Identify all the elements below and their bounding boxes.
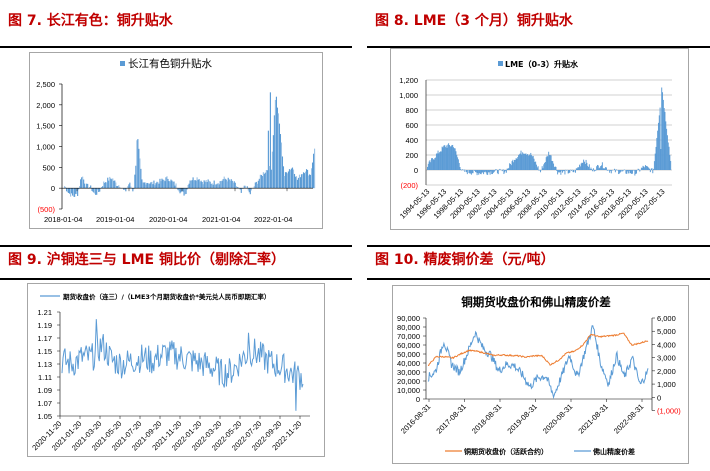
x-tick-label: 2017-08-31 [434, 402, 467, 435]
y-tick-label: 1.07 [37, 399, 52, 408]
y-tick-label: 1,200 [399, 76, 418, 85]
figure-8-title: 图 8. LME（3 个月）铜升贴水 [375, 13, 573, 29]
y-tick-label: 400 [405, 136, 418, 145]
figure-10-top-rule [367, 245, 710, 247]
y-tick-label: 1.19 [37, 321, 52, 330]
y-tick-label: 1.11 [38, 373, 52, 382]
figure-10-rule [367, 278, 710, 280]
y2-tick-label: (1,000) [657, 407, 681, 416]
y-tick-label: 0 [51, 184, 55, 193]
legend-label: 长江有色铜升贴水 [128, 57, 212, 70]
y-tick-label: (200) [400, 181, 418, 190]
y2-tick-label: 4,000 [657, 340, 676, 349]
x-tick-label: 2020-08-31 [541, 402, 574, 435]
legend-swatch [120, 61, 125, 66]
y-tick-label: 1.15 [37, 347, 52, 356]
x-tick-label: 2018-01-04 [44, 215, 82, 224]
y2-tick-label: 1,000 [657, 380, 676, 389]
legend-label-spread: 佛山精废价差 [592, 447, 635, 456]
y-tick-label: 1.17 [37, 334, 52, 343]
y-tick-label: 20,000 [397, 377, 420, 386]
x-tick-label: 2018-08-31 [470, 402, 503, 435]
figure-10-title: 图 10. 精废铜价差（元/吨） [375, 252, 555, 268]
copper-futures-line [427, 332, 649, 367]
y-tick-label: 0 [416, 395, 420, 404]
y-tick-label: 1.13 [37, 360, 52, 369]
y-tick-label: 0 [414, 166, 418, 175]
figure-9-rule [0, 278, 352, 280]
y-tick-label: 50,000 [397, 350, 420, 359]
figure-10-chart-frame [392, 285, 689, 464]
x-tick-label: 2016-08-31 [399, 402, 432, 435]
figure-7-title: 图 7. 长江有色：铜升贴水 [8, 13, 173, 29]
y-tick-label: 60,000 [397, 341, 420, 350]
figure-9-title: 图 9. 沪铜连三与 LME 铜比价（剔除汇率） [8, 252, 285, 268]
x-tick-label: 2020-01-04 [149, 215, 187, 224]
y-tick-label: 2,500 [36, 80, 55, 89]
y-tick-label: 500 [42, 163, 55, 172]
y-tick-label: 40,000 [397, 359, 420, 368]
y-tick-label: 1,500 [36, 122, 55, 131]
figure-8-rule [367, 46, 710, 48]
y-tick-label: 90,000 [397, 314, 420, 323]
figure-7-rule [0, 46, 352, 48]
y-tick-label: 1.05 [37, 412, 52, 421]
x-tick-label: 2022-08-31 [612, 402, 645, 435]
y-tick-label: (500) [37, 205, 55, 214]
legend-label-futures: 铜期货收盘价（活跃合约） [464, 447, 548, 456]
y-tick-label: 800 [405, 106, 418, 115]
figure-9-chart-frame [27, 283, 325, 457]
y-tick-label: 80,000 [397, 323, 420, 332]
y-tick-label: 1.09 [37, 386, 52, 395]
y-tick-label: 2,000 [36, 101, 55, 110]
x-tick-label: 2022-01-04 [254, 215, 292, 224]
y2-tick-label: 3,000 [657, 354, 676, 363]
x-tick-label: 2021-01-04 [202, 215, 240, 224]
y-tick-label: 30,000 [397, 368, 420, 377]
ratio-line [61, 319, 304, 411]
x-tick-label: 2021-08-31 [576, 402, 609, 435]
chart-title: 铜期货收盘价和佛山精废价差 [460, 295, 611, 309]
legend-swatch [498, 61, 503, 66]
figure-9-top-rule [0, 245, 352, 247]
y-tick-label: 600 [405, 121, 418, 130]
y-tick-label: 200 [405, 151, 418, 160]
x-tick-label: 2019-08-31 [505, 402, 538, 435]
y-tick-label: 1,000 [399, 91, 418, 100]
y-tick-label: 1.21 [37, 308, 52, 317]
x-tick-label: 2019-01-04 [96, 215, 134, 224]
y-tick-label: 1,000 [36, 143, 55, 152]
legend-label: LME（0-3）升贴水 [505, 59, 579, 69]
scrap-spread-line [427, 325, 649, 400]
y2-tick-label: 0 [657, 393, 661, 402]
legend-label: 期货收盘价（连三）/（LME3个月期货收盘价*美元兑人民币即期汇率） [63, 292, 270, 301]
figure-8-chart-frame [390, 48, 689, 230]
y2-tick-label: 5,000 [657, 327, 676, 336]
y2-tick-label: 2,000 [657, 367, 676, 376]
y-tick-label: 10,000 [397, 386, 420, 395]
y2-tick-label: 6,000 [657, 314, 676, 323]
y-tick-label: 70,000 [397, 332, 420, 341]
